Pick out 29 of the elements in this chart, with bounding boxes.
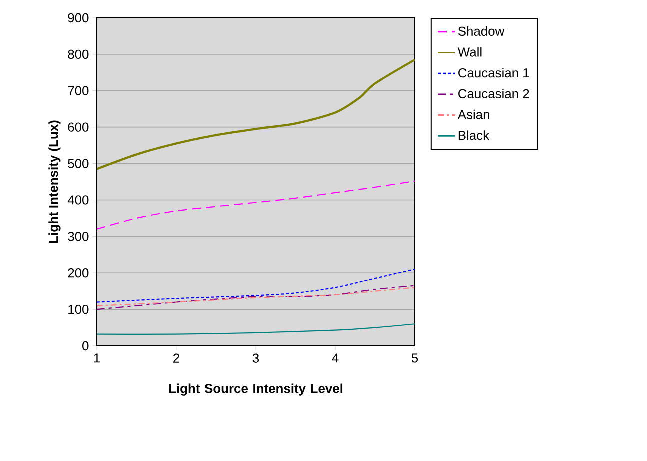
y-tick-label: 600 xyxy=(68,122,89,132)
x-tick-label: 2 xyxy=(174,354,180,363)
legend-label: Wall xyxy=(458,47,482,57)
line-series xyxy=(97,58,416,170)
x-axis-title: Light Source Intensity Level xyxy=(169,384,343,396)
line-series xyxy=(97,287,416,306)
y-tick-label: 100 xyxy=(68,304,89,314)
y-axis-title: Light Intensity (Lux) xyxy=(48,120,61,244)
x-tick-label: 4 xyxy=(332,354,339,363)
legend-label: Caucasian 2 xyxy=(458,88,530,99)
y-tick-label: 0 xyxy=(82,341,89,351)
legend-label: Black xyxy=(458,130,490,140)
y-tick-label: 700 xyxy=(68,86,89,96)
line-series xyxy=(97,285,416,310)
y-tick-label: 200 xyxy=(68,268,89,278)
line-series xyxy=(97,268,416,303)
legend-label: Asian xyxy=(458,110,490,120)
legend-label: Caucasian 1 xyxy=(458,68,530,78)
line-series xyxy=(97,180,416,230)
y-tick-label: 400 xyxy=(68,196,89,205)
x-tick-label: 1 xyxy=(94,354,100,363)
y-tick-label: 500 xyxy=(68,159,89,168)
y-tick-label: 800 xyxy=(68,50,89,60)
line-series xyxy=(97,324,416,335)
x-tick-label: 3 xyxy=(252,354,260,363)
x-tick-label: 5 xyxy=(412,354,418,363)
legend-label: Shadow xyxy=(458,26,505,36)
y-tick-label: 300 xyxy=(68,232,89,242)
y-tick-label: 900 xyxy=(68,13,89,23)
